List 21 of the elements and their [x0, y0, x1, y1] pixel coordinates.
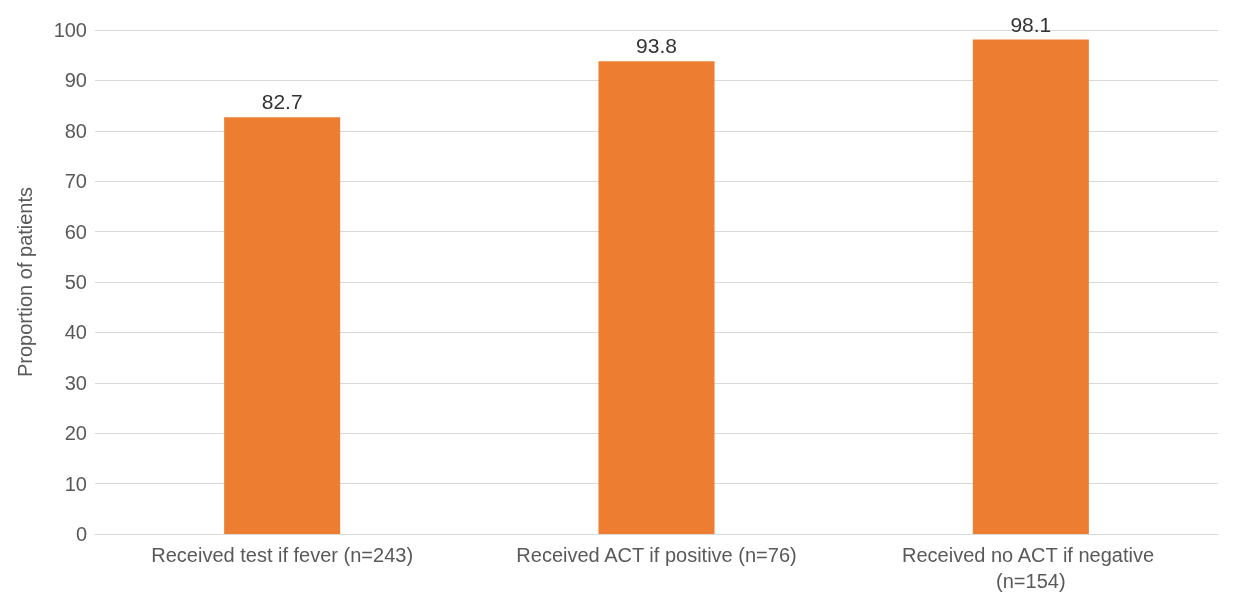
bar	[224, 117, 341, 534]
y-tick-label: 60	[64, 220, 87, 243]
y-tick-label: 30	[64, 371, 87, 394]
bar	[972, 39, 1089, 534]
y-tick-label: 0	[75, 523, 87, 545]
x-tick-label: Received ACT if positive (n=76)	[516, 544, 797, 566]
data-label: 82.7	[261, 90, 303, 114]
y-tick-label: 40	[64, 321, 87, 344]
y-tick-label: 20	[64, 422, 87, 445]
y-tick-label: 90	[64, 69, 87, 92]
data-label: 93.8	[636, 34, 677, 58]
y-tick-label: 50	[64, 271, 87, 293]
bar	[598, 61, 715, 534]
y-tick-label: 80	[64, 119, 87, 142]
x-tick-label: Received test if fever (n=243)	[151, 544, 414, 566]
y-tick-label: 70	[64, 170, 87, 193]
y-tick-label: 10	[64, 472, 87, 495]
y-tick-label: 100	[53, 19, 87, 41]
x-tick-label: Received no ACT if negative (n=154)	[902, 544, 1160, 592]
data-label: 98.1	[1010, 12, 1052, 36]
y-axis-title: Proportion of patients	[14, 186, 36, 378]
